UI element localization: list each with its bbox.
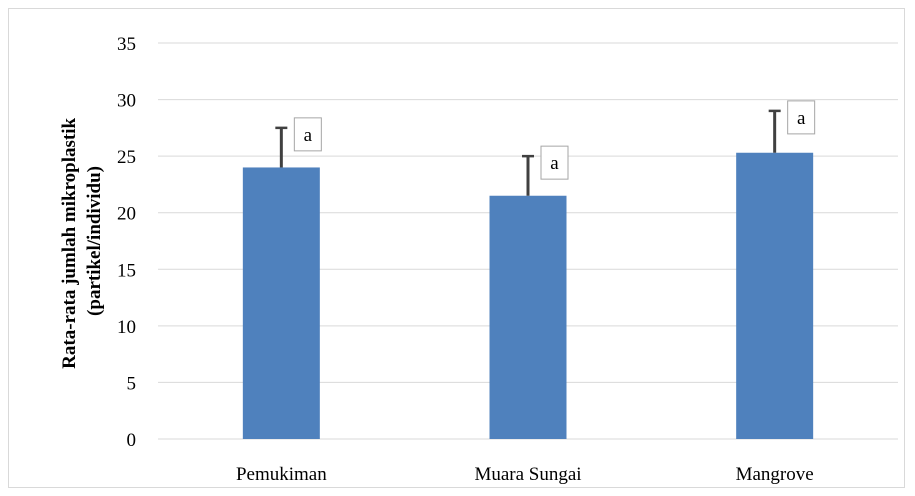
y-tick-labels: 0 5 10 15 20 25 30 35 bbox=[117, 34, 136, 451]
x-tick-labels: Pemukiman Muara Sungai Mangrove bbox=[236, 464, 814, 485]
significance-annotations: a a a bbox=[293, 100, 816, 180]
bars bbox=[242, 152, 814, 439]
annotation-box bbox=[540, 145, 569, 180]
annotation-box bbox=[787, 100, 816, 135]
y-tick-label: 25 bbox=[117, 147, 136, 168]
annotation-label: a bbox=[304, 125, 313, 146]
y-tick-label: 30 bbox=[117, 91, 136, 112]
y-tick-label: 20 bbox=[117, 204, 136, 225]
bar bbox=[489, 195, 567, 439]
annotation-box bbox=[293, 117, 322, 152]
annotation-label: a bbox=[797, 108, 806, 129]
x-tick-label: Pemukiman bbox=[236, 464, 327, 485]
y-axis-title: Rata-rata jumlah mikroplastik (partikel/… bbox=[59, 113, 105, 369]
annotation-label: a bbox=[550, 153, 559, 174]
y-tick-label: 15 bbox=[117, 260, 136, 281]
y-tick-label: 10 bbox=[117, 317, 136, 338]
x-tick-label: Mangrove bbox=[736, 464, 814, 485]
y-tick-label: 5 bbox=[127, 373, 137, 394]
y-tick-label: 0 bbox=[127, 430, 137, 451]
bar bbox=[242, 167, 320, 439]
bar bbox=[736, 152, 814, 439]
x-tick-label: Muara Sungai bbox=[474, 464, 581, 485]
y-axis-title-line-1: Rata-rata jumlah mikroplastik bbox=[59, 118, 80, 369]
y-axis-title-line-2: (partikel/individu) bbox=[84, 166, 105, 316]
y-tick-label: 35 bbox=[117, 34, 136, 55]
error-bars bbox=[275, 109, 781, 196]
